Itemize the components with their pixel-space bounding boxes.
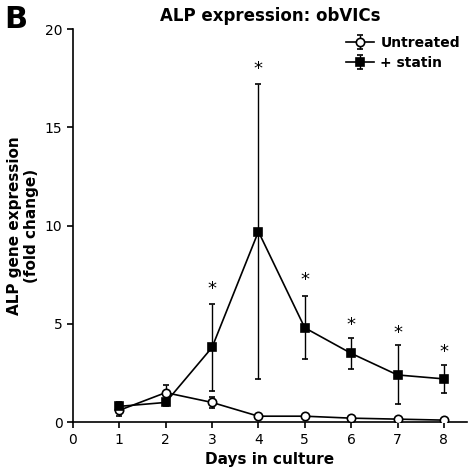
Legend: Untreated, + statin: Untreated, + statin (346, 36, 460, 70)
Title: ALP expression: obVICs: ALP expression: obVICs (160, 7, 380, 25)
Text: *: * (439, 343, 448, 361)
Text: *: * (254, 60, 263, 78)
Text: *: * (393, 324, 402, 342)
Y-axis label: ALP gene expression
(fold change): ALP gene expression (fold change) (7, 137, 39, 315)
Text: *: * (346, 316, 356, 334)
Text: *: * (300, 271, 309, 289)
X-axis label: Days in culture: Days in culture (205, 452, 335, 467)
Text: B: B (5, 5, 28, 34)
Text: *: * (208, 280, 217, 298)
